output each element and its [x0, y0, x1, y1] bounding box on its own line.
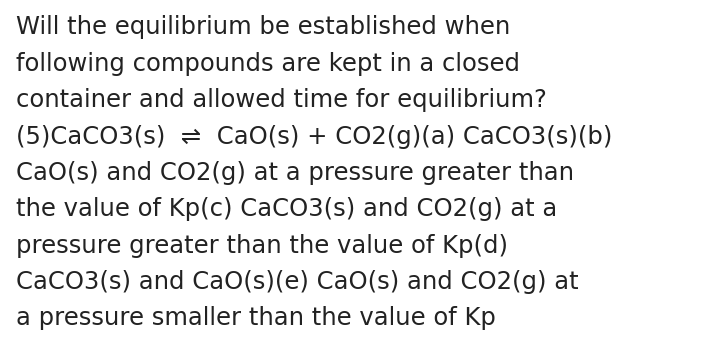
Text: CaO(s) and CO2(g) at a pressure greater than: CaO(s) and CO2(g) at a pressure greater …	[16, 161, 574, 185]
Text: Will the equilibrium be established when: Will the equilibrium be established when	[16, 15, 510, 39]
Text: container and allowed time for equilibrium?: container and allowed time for equilibri…	[16, 88, 546, 112]
Text: (5)CaCO3(s)  ⇌  CaO(s) + CO2(g)(a) CaCO3(s)(b): (5)CaCO3(s) ⇌ CaO(s) + CO2(g)(a) CaCO3(s…	[16, 125, 612, 149]
Text: CaCO3(s) and CaO(s)(e) CaO(s) and CO2(g) at: CaCO3(s) and CaO(s)(e) CaO(s) and CO2(g)…	[16, 270, 578, 294]
Text: a pressure smaller than the value of Kp: a pressure smaller than the value of Kp	[16, 306, 495, 330]
Text: following compounds are kept in a closed: following compounds are kept in a closed	[16, 52, 520, 76]
Text: the value of Kp(c) CaCO3(s) and CO2(g) at a: the value of Kp(c) CaCO3(s) and CO2(g) a…	[16, 197, 557, 221]
Text: pressure greater than the value of Kp(d): pressure greater than the value of Kp(d)	[16, 234, 508, 258]
